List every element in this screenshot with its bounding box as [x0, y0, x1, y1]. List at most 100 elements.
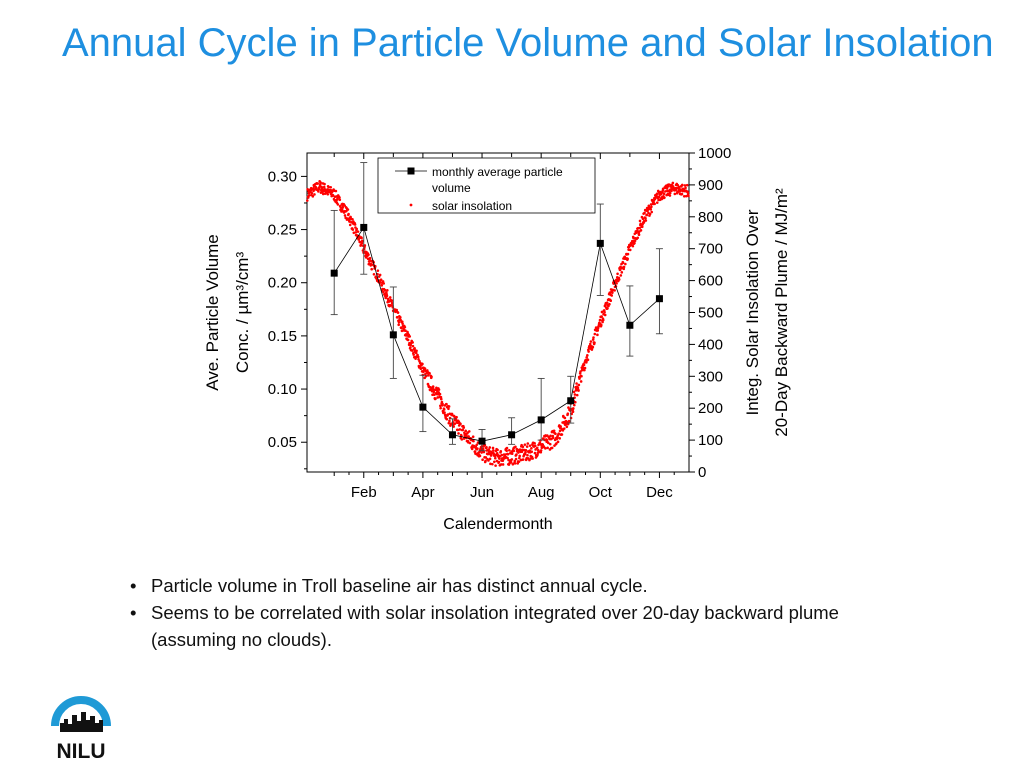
solar-point	[600, 315, 603, 318]
solar-point	[356, 230, 360, 233]
y-right-tick-label: 1000	[698, 145, 731, 162]
solar-point	[638, 219, 642, 223]
solar-point	[573, 393, 577, 396]
solar-point	[491, 462, 494, 466]
solar-point	[577, 383, 581, 387]
solar-point	[619, 274, 623, 277]
solar-point	[489, 462, 492, 466]
solar-point	[492, 449, 495, 452]
solar-point	[622, 265, 626, 269]
solar-point	[452, 425, 455, 428]
y-right-tick-label: 800	[698, 209, 723, 226]
solar-point	[395, 308, 399, 312]
solar-point	[442, 408, 446, 411]
solar-point	[496, 454, 500, 457]
bullet-list: Particle volume in Troll baseline air ha…	[128, 572, 888, 653]
solar-point	[549, 434, 552, 438]
solar-point	[482, 450, 486, 454]
solar-point	[339, 206, 343, 209]
solar-point	[505, 446, 509, 450]
y-right-axis-label: 20-Day Backward Plume / MJ/m²	[772, 188, 791, 437]
solar-point	[510, 458, 514, 461]
legend-label: monthly average particle	[432, 165, 563, 179]
solar-point	[338, 196, 341, 199]
solar-point	[460, 438, 464, 441]
solar-point	[400, 320, 404, 323]
solar-point	[544, 447, 547, 450]
solar-point	[667, 183, 671, 186]
bullet-item: Seems to be correlated with solar insola…	[128, 599, 888, 653]
solar-point	[620, 271, 624, 274]
solar-point	[495, 452, 499, 455]
particle-point	[330, 269, 338, 277]
slide-title: Annual Cycle in Particle Volume and Sola…	[62, 21, 994, 65]
particle-line	[333, 226, 660, 442]
x-tick-label: Apr	[411, 484, 434, 501]
solar-point	[431, 385, 435, 388]
solar-point	[560, 433, 564, 436]
solar-point	[491, 446, 495, 450]
solar-point	[413, 346, 416, 350]
particle-point	[626, 321, 634, 329]
solar-point	[326, 192, 330, 196]
solar-point	[535, 446, 539, 450]
solar-point	[632, 236, 635, 240]
solar-point	[408, 335, 412, 338]
solar-point	[472, 439, 475, 443]
solar-point	[673, 192, 677, 196]
solar-point	[554, 432, 557, 436]
solar-point	[361, 239, 364, 243]
solar-point	[636, 236, 640, 240]
solar-point	[499, 463, 503, 466]
solar-point	[548, 442, 552, 446]
y-left-axis-label: Ave. Particle Volume	[203, 234, 222, 391]
solar-point	[338, 198, 342, 202]
solar-point	[470, 447, 474, 451]
solar-point	[624, 262, 627, 266]
solar-point	[580, 374, 583, 378]
solar-point	[585, 361, 588, 364]
solar-point	[631, 244, 635, 248]
solar-point	[367, 260, 371, 263]
solar-point	[473, 450, 477, 453]
solar-point	[533, 451, 537, 455]
solar-point	[360, 241, 364, 245]
solar-point	[400, 329, 404, 333]
solar-point	[456, 428, 460, 432]
solar-point	[589, 340, 593, 343]
solar-point	[478, 454, 482, 458]
solar-point	[680, 183, 684, 187]
solar-point	[600, 323, 603, 327]
solar-point	[330, 190, 334, 194]
bullet-item: Particle volume in Troll baseline air ha…	[128, 572, 888, 599]
solar-point	[509, 461, 513, 464]
nilu-logo: NILU	[51, 696, 111, 762]
solar-point	[585, 356, 588, 359]
solar-point	[606, 307, 609, 310]
y-right-tick-label: 400	[698, 336, 723, 353]
solar-point	[526, 453, 529, 457]
solar-point	[558, 437, 561, 440]
solar-point	[370, 263, 373, 266]
solar-point	[586, 354, 589, 357]
solar-point	[505, 449, 508, 453]
solar-point	[515, 453, 518, 456]
solar-point	[603, 313, 607, 317]
solar-point	[655, 192, 659, 196]
x-tick-label: Jun	[470, 484, 494, 501]
solar-point	[316, 182, 320, 185]
solar-point	[616, 272, 619, 276]
solar-point	[534, 448, 537, 451]
solar-point	[528, 444, 532, 447]
solar-point	[622, 267, 626, 271]
solar-point	[522, 448, 526, 452]
solar-point	[567, 406, 570, 409]
solar-point	[686, 191, 690, 194]
solar-point	[471, 435, 475, 439]
solar-point	[533, 444, 537, 448]
solar-point	[368, 256, 372, 260]
solar-point	[650, 210, 654, 214]
solar-point	[523, 443, 527, 446]
solar-point	[665, 187, 669, 190]
solar-point	[500, 453, 504, 457]
